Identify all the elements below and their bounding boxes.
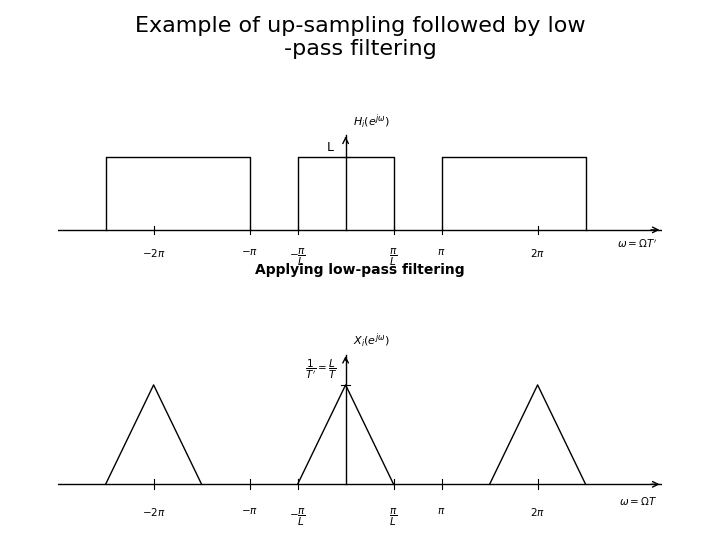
Text: $\dfrac{1}{T'} = \dfrac{L}{T}$: $\dfrac{1}{T'} = \dfrac{L}{T}$	[305, 357, 338, 381]
Text: Applying low-pass filtering: Applying low-pass filtering	[255, 263, 465, 277]
Text: $\omega = \Omega T'$: $\omega = \Omega T'$	[617, 238, 657, 251]
Text: Example of up-sampling followed by low
-pass filtering: Example of up-sampling followed by low -…	[135, 16, 585, 59]
Text: $\omega = \Omega T$: $\omega = \Omega T$	[619, 495, 657, 507]
Text: $H_i(e^{j\omega})$: $H_i(e^{j\omega})$	[354, 113, 390, 131]
Text: L: L	[327, 141, 334, 154]
Text: $X_i(e^{j\omega})$: $X_i(e^{j\omega})$	[354, 332, 390, 350]
